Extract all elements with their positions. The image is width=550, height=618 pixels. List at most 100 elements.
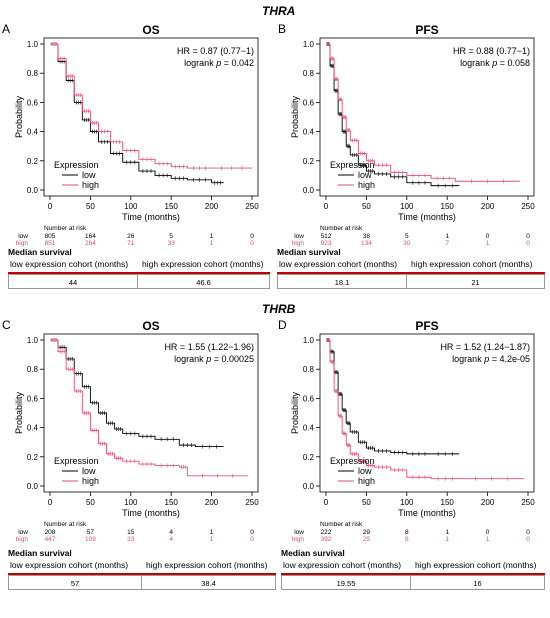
median-survival-c: Median survival low expression cohort (m… [8, 548, 276, 598]
km-plot: OS0.00.20.40.60.81.00 50 100 150 200 250Time … [14, 23, 259, 247]
x-tick-label: 50 [362, 202, 371, 211]
y-tick-label: 1.0 [27, 336, 39, 345]
y-tick-label: 1.0 [27, 40, 39, 49]
high-cohort-header: high expression cohort (months) [146, 560, 268, 570]
x-tick-label: 150 [441, 498, 455, 507]
low-cohort-header: low expression cohort (months) [279, 259, 398, 269]
p-label: p [205, 354, 211, 364]
x-axis-label: Time (months) [122, 212, 180, 222]
panel-letter: D [278, 318, 287, 332]
risk-count-low: 38 [363, 233, 371, 240]
x-tick-label: 250 [521, 498, 535, 507]
hazard-ratio-text: HR = 0.88 (0.77−1) [453, 46, 530, 56]
median-high-value: 16 [410, 575, 545, 590]
hazard-ratio-text: HR = 1.55 (1.22−1.96) [164, 342, 254, 352]
y-tick-label: 0.2 [303, 453, 315, 462]
median-survival-d: Median survival low expression cohort (m… [281, 548, 545, 598]
y-tick-label: 0.4 [303, 424, 315, 433]
risk-count-high: 392 [321, 536, 332, 543]
risk-count-low: 0 [526, 529, 530, 536]
risk-row-label-low: low [18, 529, 28, 536]
high-cohort-header: high expression cohort (months) [411, 259, 533, 269]
km-panel-d: D PFS 0.0 0.2 0.4 0.6 0.8 1.0 0 50 100 150 200 250 Tim… [278, 318, 550, 618]
risk-count-low: 512 [321, 233, 332, 240]
median-survival-title: Median survival [277, 247, 341, 257]
risk-row-label-high: high [292, 240, 305, 247]
median-survival-title: Median survival [8, 247, 72, 257]
risk-count-high: 851 [45, 240, 56, 247]
x-tick-label: 100 [400, 498, 414, 507]
risk-row-label-low: low [18, 233, 28, 240]
risk-count-high: 1 [210, 536, 214, 543]
risk-count-high: 8 [405, 536, 409, 543]
x-tick-label: 200 [481, 498, 495, 507]
y-tick-label: 1.0 [303, 336, 315, 345]
legend-label-high: high [358, 180, 375, 190]
p-value: = 0.042 [221, 58, 254, 68]
x-tick-label: 200 [205, 202, 219, 211]
y-tick-label: 0.4 [27, 128, 39, 137]
panel-title: OS [142, 319, 159, 333]
y-tick-label: 0.2 [303, 157, 315, 166]
risk-count-low: 208 [45, 529, 56, 536]
logrank-label: logrank [452, 354, 484, 364]
risk-count-low: 0 [250, 529, 254, 536]
risk-count-high: 25 [363, 536, 371, 543]
hazard-ratio-text: HR = 1.52 (1.24−1.87) [440, 342, 530, 352]
p-value: = 0.058 [497, 58, 530, 68]
risk-count-low: 1 [210, 233, 214, 240]
panel-title: PFS [415, 319, 438, 333]
median-low-value: 44 [8, 274, 138, 289]
plot-frame [319, 37, 535, 197]
y-tick-label: 0.8 [303, 365, 315, 374]
risk-count-high: 109 [85, 536, 96, 543]
x-tick-label: 0 [324, 498, 329, 507]
y-axis-label: Probability [14, 391, 24, 434]
panel-title: OS [142, 23, 159, 37]
km-panel-c: C OS 0.0 0.2 0.4 0.6 0.8 1.0 0 50 100 150 200 250 Time… [2, 318, 274, 618]
survival-curve-high [326, 339, 524, 480]
x-axis-label: Time (months) [122, 508, 180, 518]
risk-count-low: 5 [169, 233, 173, 240]
risk-count-low: 805 [45, 233, 56, 240]
median-low-value: 18.1 [277, 274, 407, 289]
logrank-text: logrank p = 0.00025 [174, 354, 254, 364]
x-tick-label: 200 [481, 202, 495, 211]
risk-row-label-low: low [294, 233, 304, 240]
risk-count-high: 0 [526, 240, 530, 247]
header-underline [8, 272, 270, 274]
risk-count-low: 4 [169, 529, 173, 536]
low-cohort-header: low expression cohort (months) [10, 560, 129, 570]
x-tick-label: 200 [205, 498, 219, 507]
median-survival-a: Median survival low expression cohort (m… [8, 247, 270, 297]
p-value: = 4.2e-05 [489, 354, 530, 364]
km-plot: OS0.00.20.40.60.81.00 50 100 150 200 250Time … [14, 319, 259, 543]
legend-label-low: low [82, 170, 96, 180]
y-tick-label: 0.6 [303, 394, 315, 403]
median-high-value: 46.6 [137, 274, 270, 289]
risk-count-low: 164 [85, 233, 96, 240]
risk-count-high: 1 [210, 240, 214, 247]
y-tick-label: 0.6 [303, 98, 315, 107]
header-underline [281, 573, 545, 575]
header-underline [277, 272, 545, 274]
y-tick-label: 0.0 [27, 482, 39, 491]
risk-count-low: 0 [486, 233, 490, 240]
plot-frame [43, 37, 259, 197]
x-axis-label: Time (months) [398, 508, 456, 518]
panel-letter: C [2, 318, 11, 332]
risk-count-low: 1 [445, 529, 449, 536]
risk-row-label-high: high [292, 536, 305, 543]
y-axis-label: Probability [14, 95, 24, 138]
x-tick-label: 150 [165, 498, 179, 507]
risk-count-high: 1 [486, 240, 490, 247]
x-tick-label: 0 [48, 498, 53, 507]
hazard-ratio-text: HR = 0.87 (0.77−1) [177, 46, 254, 56]
y-tick-label: 0.8 [303, 69, 315, 78]
x-tick-label: 250 [521, 202, 535, 211]
y-axis-label: Probability [290, 95, 300, 138]
x-tick-label: 100 [124, 202, 138, 211]
y-tick-label: 0.6 [27, 394, 39, 403]
x-tick-label: 0 [324, 202, 329, 211]
